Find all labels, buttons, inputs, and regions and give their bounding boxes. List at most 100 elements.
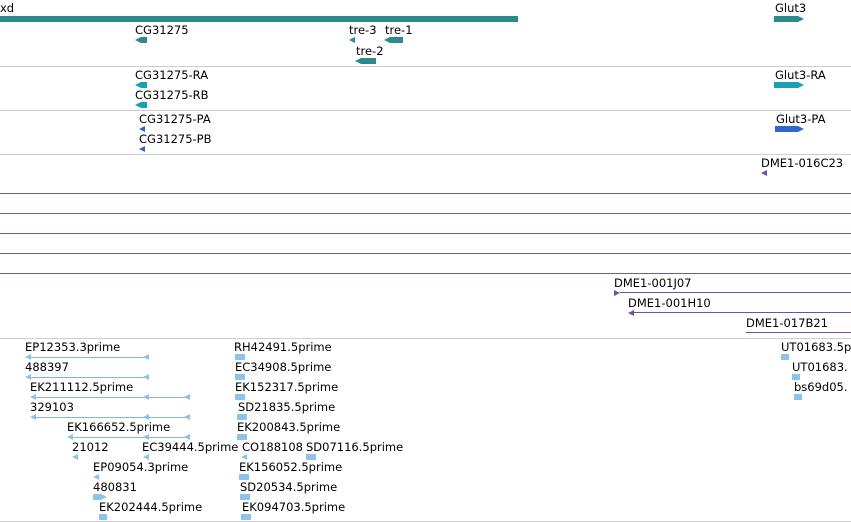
feature-label: 488397 bbox=[25, 360, 69, 374]
clone-feature[interactable] bbox=[620, 292, 851, 293]
feature-label: EK152317.5prime bbox=[235, 380, 339, 394]
protein-feature[interactable] bbox=[775, 126, 798, 132]
strand-arrow-icon bbox=[135, 102, 141, 108]
est-feature[interactable] bbox=[235, 394, 245, 400]
feature-label: EK211112.5prime bbox=[30, 380, 134, 394]
est-feature[interactable] bbox=[235, 374, 245, 380]
strand-arrow-icon bbox=[101, 494, 107, 500]
gene-feature[interactable] bbox=[0, 16, 518, 22]
strand-arrow-icon bbox=[143, 434, 149, 440]
feature-label: EK094703.5prime bbox=[242, 500, 346, 514]
est-feature[interactable] bbox=[792, 374, 800, 380]
feature-label: 21012 bbox=[72, 440, 109, 454]
strand-arrow-icon bbox=[761, 170, 767, 176]
est-feature[interactable] bbox=[241, 514, 251, 520]
feature-label: EC34908.5prime bbox=[235, 360, 332, 374]
strand-arrow-icon bbox=[67, 434, 73, 440]
strand-arrow-icon bbox=[143, 454, 149, 460]
est-feature[interactable] bbox=[99, 514, 107, 520]
strand-arrow-icon bbox=[139, 146, 145, 152]
feature-label: EK202444.5prime bbox=[99, 500, 203, 514]
feature-label: CG31275 bbox=[135, 23, 189, 37]
transcript-feature[interactable] bbox=[141, 82, 147, 88]
feature-label: SD07116.5prime bbox=[306, 440, 404, 454]
feature-label: tre-1 bbox=[385, 23, 413, 37]
strand-arrow-icon bbox=[135, 37, 141, 43]
est-feature[interactable] bbox=[781, 354, 789, 360]
strand-arrow-icon bbox=[143, 414, 149, 420]
feature-label: RH42491.5prime bbox=[234, 340, 332, 354]
clone-feature[interactable] bbox=[746, 332, 851, 333]
feature-label: CG31275-PB bbox=[139, 132, 212, 146]
feature-label: tre-3 bbox=[349, 23, 377, 37]
track-separator bbox=[0, 253, 851, 254]
est-feature[interactable] bbox=[306, 454, 316, 460]
feature-label: DME1-001J07 bbox=[614, 276, 692, 290]
strand-arrow-icon bbox=[349, 37, 355, 43]
track-separator bbox=[0, 154, 851, 155]
feature-label: Glut3 bbox=[775, 1, 807, 15]
strand-arrow-icon bbox=[614, 290, 620, 296]
feature-label: EK200843.5prime bbox=[237, 420, 341, 434]
est-feature[interactable] bbox=[239, 474, 249, 480]
strand-arrow-icon bbox=[798, 16, 804, 22]
feature-label: tre-2 bbox=[356, 44, 384, 58]
est-feature[interactable] bbox=[794, 394, 802, 400]
strand-arrow-icon bbox=[143, 394, 149, 400]
est-feature[interactable] bbox=[240, 494, 250, 500]
feature-label: EK156052.5prime bbox=[239, 460, 343, 474]
track-separator bbox=[0, 213, 851, 214]
est-feature[interactable] bbox=[93, 494, 101, 500]
strand-arrow-icon bbox=[93, 474, 99, 480]
strand-arrow-icon bbox=[628, 310, 634, 316]
gene-feature[interactable] bbox=[390, 37, 403, 43]
feature-label: UT01683. bbox=[792, 360, 848, 374]
transcript-feature[interactable] bbox=[141, 102, 147, 108]
gene-feature[interactable] bbox=[361, 58, 376, 64]
strand-arrow-icon bbox=[25, 354, 31, 360]
track-separator bbox=[0, 193, 851, 194]
strand-arrow-icon bbox=[143, 354, 149, 360]
transcript-feature[interactable] bbox=[774, 82, 798, 88]
feature-label: CG31275-RB bbox=[135, 88, 209, 102]
strand-arrow-icon bbox=[184, 414, 190, 420]
feature-label: EK166652.5prime bbox=[67, 420, 171, 434]
feature-label: xd bbox=[0, 1, 15, 15]
strand-arrow-icon bbox=[25, 374, 31, 380]
feature-label: EP09054.3prime bbox=[93, 460, 189, 474]
feature-label: Glut3-RA bbox=[775, 68, 826, 82]
strand-arrow-icon bbox=[72, 454, 78, 460]
track-separator bbox=[0, 110, 851, 111]
clone-feature[interactable] bbox=[634, 312, 851, 313]
feature-label: DME1-016C23 bbox=[761, 156, 844, 170]
est-feature[interactable] bbox=[27, 377, 147, 378]
feature-label: EP12353.3prime bbox=[25, 340, 121, 354]
strand-arrow-icon bbox=[143, 374, 149, 380]
track-separator bbox=[0, 233, 851, 234]
est-feature[interactable] bbox=[235, 354, 245, 360]
est-feature[interactable] bbox=[69, 437, 189, 438]
strand-arrow-icon bbox=[30, 394, 36, 400]
gene-feature[interactable] bbox=[774, 16, 798, 22]
gene-feature[interactable] bbox=[141, 37, 147, 43]
feature-label: DME1-017B21 bbox=[746, 316, 828, 330]
strand-arrow-icon bbox=[384, 37, 390, 43]
est-feature[interactable] bbox=[27, 357, 147, 358]
strand-arrow-icon bbox=[355, 58, 361, 64]
est-feature[interactable] bbox=[32, 417, 190, 418]
strand-arrow-icon bbox=[135, 82, 141, 88]
est-feature[interactable] bbox=[237, 434, 247, 440]
est-feature[interactable] bbox=[32, 397, 190, 398]
track-separator bbox=[0, 66, 851, 67]
est-feature[interactable] bbox=[237, 414, 247, 420]
strand-arrow-icon bbox=[184, 434, 190, 440]
strand-arrow-icon bbox=[241, 454, 247, 460]
strand-arrow-icon bbox=[184, 394, 190, 400]
feature-label: CG31275-RA bbox=[135, 68, 209, 82]
track-separator bbox=[0, 273, 851, 274]
feature-label: UT01683.5p bbox=[781, 340, 851, 354]
feature-label: SD20534.5prime bbox=[240, 480, 338, 494]
strand-arrow-icon bbox=[798, 82, 804, 88]
feature-label: 329103 bbox=[30, 400, 74, 414]
